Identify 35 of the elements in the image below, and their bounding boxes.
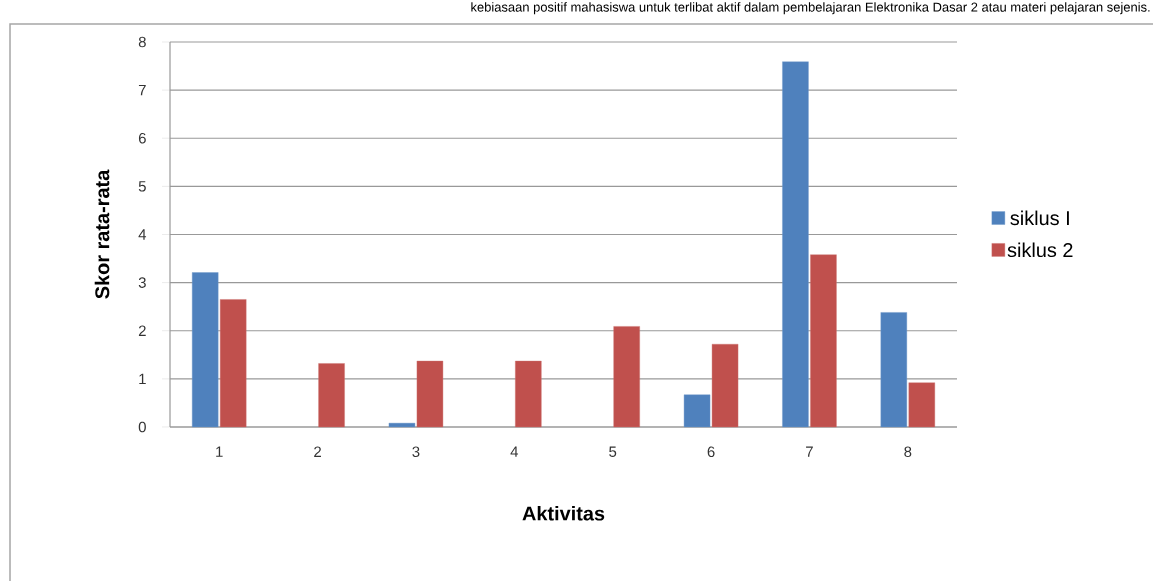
x-axis-title: Aktivitas: [522, 505, 605, 521]
bar: [908, 382, 936, 428]
legend-label: siklus I: [1010, 210, 1069, 226]
y-tick-label: 0: [138, 421, 146, 433]
x-tick-label: 3: [412, 446, 420, 458]
x-tick-label: 6: [707, 446, 715, 458]
bar: [219, 299, 247, 428]
bar: [613, 326, 640, 428]
x-tick-label: 8: [904, 446, 912, 458]
y-tick-label: 7: [138, 84, 146, 96]
y-tick-label: 2: [138, 325, 146, 336]
bar: [711, 344, 739, 428]
x-tick-label: 1: [216, 446, 223, 457]
x-tick-label: 5: [609, 446, 617, 457]
y-tick-label: 4: [138, 229, 147, 240]
y-tick-label: 1: [139, 373, 146, 384]
bar: [782, 61, 809, 428]
bar: [515, 360, 542, 428]
bar: [683, 394, 711, 428]
x-tick-label: 4: [510, 446, 519, 457]
text: kebiasaan positif mahasiswa untuk terlibat aktif dalam pembelajaran Elektronika Dasar 2 atau materi pelajaran sejenis.: [471, 2, 1150, 15]
y-tick-label: 5: [138, 181, 146, 192]
bar: [192, 272, 219, 428]
legend-label: siklus 2: [1007, 242, 1073, 258]
y-axis-title: Skor rata-rata: [94, 169, 110, 299]
bar: [416, 360, 444, 428]
bar: [880, 312, 908, 428]
y-tick-label: 3: [138, 277, 146, 288]
bar: [318, 363, 345, 428]
y-tick-label: 8: [138, 36, 146, 48]
bar: [388, 422, 416, 428]
x-tick-label: 7: [806, 446, 813, 457]
x-tick-label: 2: [314, 446, 321, 457]
y-tick-label: 6: [138, 132, 146, 144]
bar: [810, 254, 837, 428]
